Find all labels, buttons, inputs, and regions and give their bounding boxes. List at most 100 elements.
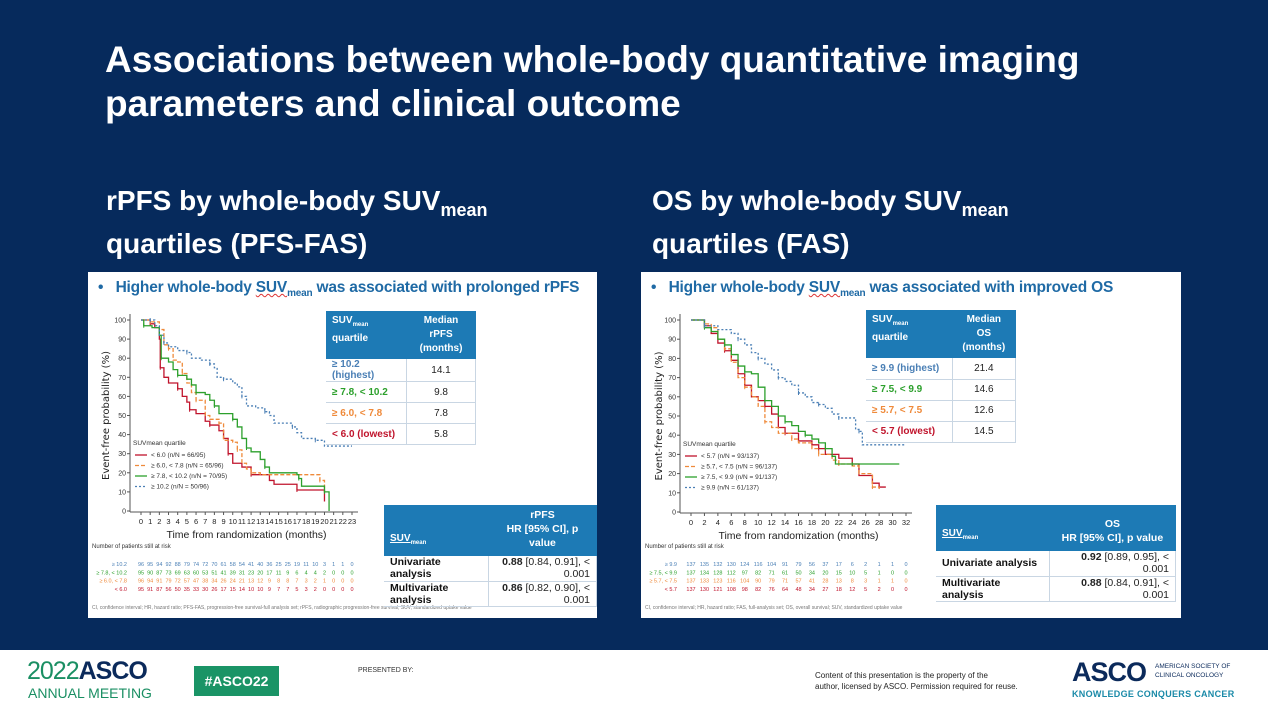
- headline-text: was associated with improved OS: [865, 279, 1114, 296]
- disclaimer: Content of this presentation is the prop…: [815, 670, 1018, 692]
- at-risk-count: 41: [248, 562, 254, 568]
- median-table-row: ≥ 6.0, < 7.8 7.8: [326, 402, 476, 424]
- legend-label: ≥ 5.7, < 7.5 (n/N = 96/137): [701, 464, 777, 471]
- at-risk-count: 3: [305, 587, 308, 593]
- y-axis-label: Event-free probability (%): [101, 351, 112, 480]
- at-risk-count: 20: [257, 570, 263, 576]
- y-tick-label: 100: [664, 318, 676, 325]
- y-tick-label: 70: [118, 375, 126, 382]
- km-curve-2: [141, 319, 330, 511]
- headline-suv: SUV: [255, 279, 288, 296]
- at-risk-count: 0: [350, 570, 353, 576]
- at-risk-count: 91: [156, 579, 162, 585]
- at-risk-count: 76: [769, 587, 775, 593]
- at-risk-count: 34: [211, 579, 217, 585]
- quartile-header: SUVmean quartile: [866, 310, 953, 358]
- median-value: 14.1: [406, 359, 476, 382]
- legend-label: ≥ 9.9 (n/N = 61/137): [701, 485, 759, 492]
- y-tick-label: 80: [118, 356, 126, 363]
- legend-label: ≥ 7.8, < 10.2 (n/N = 70/95): [151, 473, 227, 480]
- at-risk-count: 12: [849, 587, 855, 593]
- x-tick-label: 8: [743, 518, 747, 527]
- y-tick-label: 50: [118, 413, 126, 420]
- at-risk-count: 98: [742, 587, 748, 593]
- x-tick-label: 15: [274, 517, 282, 526]
- headline-text: Higher whole-body: [115, 279, 256, 296]
- at-risk-count: 137: [686, 579, 695, 585]
- median-table-row: ≥ 9.9 (highest) 21.4: [866, 358, 1017, 380]
- y-tick-label: 30: [668, 452, 676, 459]
- subtitle-text: OS by whole-body SUV: [652, 185, 962, 216]
- median-table-row: ≥ 7.8, < 10.2 9.8: [326, 381, 476, 403]
- at-risk-count: 11: [303, 562, 309, 568]
- quartile-label: < 6.0 (lowest): [326, 423, 408, 445]
- at-risk-count: 37: [822, 562, 828, 568]
- hazard-ratio-table: SUVmean rPFS HR [95% CI], p value Univariat…: [384, 505, 597, 607]
- x-tick-label: 0: [139, 517, 143, 526]
- at-risk-count: 137: [686, 587, 695, 593]
- at-risk-row-label: ≥ 9.9: [665, 562, 677, 568]
- at-risk-count: 17: [836, 562, 842, 568]
- at-risk-count: 0: [332, 587, 335, 593]
- society-line: AMERICAN SOCIETY OF: [1155, 663, 1231, 670]
- analysis-label: Multivariate analysis: [384, 581, 489, 607]
- median-table-row: ≥ 5.7, < 7.5 12.6: [866, 400, 1017, 422]
- at-risk-count: 57: [795, 579, 801, 585]
- subtitle-text: rPFS by whole-body SUV: [106, 185, 441, 216]
- society-name: AMERICAN SOCIETY OF CLINICAL ONCOLOGY: [1155, 662, 1230, 680]
- right-subtitle: OS by whole-body SUVmean quartiles (FAS): [652, 184, 1009, 261]
- asco-logo: ASCO: [1072, 657, 1147, 687]
- at-risk-count: 2: [878, 587, 881, 593]
- at-risk-count: 130: [700, 587, 709, 593]
- y-tick-label: 20: [668, 471, 676, 478]
- km-curve-0: [141, 319, 326, 502]
- median-table-header: SUVmean quartile Median rPFS (months): [326, 311, 476, 359]
- at-risk-count: 8: [286, 579, 289, 585]
- at-risk-count: 128: [713, 570, 722, 576]
- at-risk-count: 64: [782, 587, 788, 593]
- y-tick-label: 70: [668, 375, 676, 382]
- at-risk-count: 79: [769, 579, 775, 585]
- km-curve-2: [691, 319, 900, 465]
- at-risk-count: 8: [851, 579, 854, 585]
- x-tick-label: 14: [781, 518, 789, 527]
- at-risk-count: 27: [822, 587, 828, 593]
- at-risk-count: 104: [740, 579, 749, 585]
- at-risk-count: 18: [836, 587, 842, 593]
- at-risk-count: 30: [202, 587, 208, 593]
- at-risk-count: 3: [864, 579, 867, 585]
- x-tick-label: 19: [311, 517, 319, 526]
- quartile-label: ≥ 9.9 (highest): [866, 358, 953, 380]
- at-risk-count: 71: [782, 579, 788, 585]
- at-risk-count: 0: [350, 579, 353, 585]
- at-risk-count: 28: [822, 579, 828, 585]
- median-header: Median rPFS (months): [406, 311, 476, 359]
- x-tick-label: 23: [348, 517, 356, 526]
- at-risk-count: 88: [175, 562, 181, 568]
- x-tick-label: 4: [716, 518, 720, 527]
- legend-label: ≥ 6.0, < 7.8 (n/N = 65/96): [151, 463, 224, 470]
- x-tick-label: 17: [293, 517, 301, 526]
- hr-table-row: Multivariate analysis 0.86 [0.82, 0.90], …: [384, 581, 597, 607]
- at-risk-count: 41: [221, 570, 227, 576]
- at-risk-count: 5: [295, 587, 298, 593]
- hr-value: 0.86 [0.82, 0.90], < 0.001: [488, 581, 597, 607]
- analysis-label: Univariate analysis: [936, 551, 1050, 577]
- x-tick-label: 18: [302, 517, 310, 526]
- at-risk-count: 10: [312, 562, 318, 568]
- at-risk-count: 0: [341, 570, 344, 576]
- y-tick-label: 40: [118, 432, 126, 439]
- suv-header: SUVmean: [384, 505, 489, 556]
- y-tick-label: 0: [672, 510, 676, 517]
- subtitle-sub: mean: [440, 200, 488, 220]
- y-tick-label: 60: [668, 394, 676, 401]
- at-risk-count: 1: [332, 562, 335, 568]
- km-curve-0: [691, 319, 886, 488]
- analysis-label: Univariate analysis: [384, 556, 489, 582]
- slide: Associations between whole-body quantita…: [0, 0, 1268, 650]
- subtitle-sub: mean: [961, 200, 1009, 220]
- tagline: KNOWLEDGE CONQUERS CANCER: [1072, 689, 1235, 699]
- median-value: 14.5: [952, 421, 1017, 443]
- x-tick-label: 1: [148, 517, 152, 526]
- at-risk-count: 53: [202, 570, 208, 576]
